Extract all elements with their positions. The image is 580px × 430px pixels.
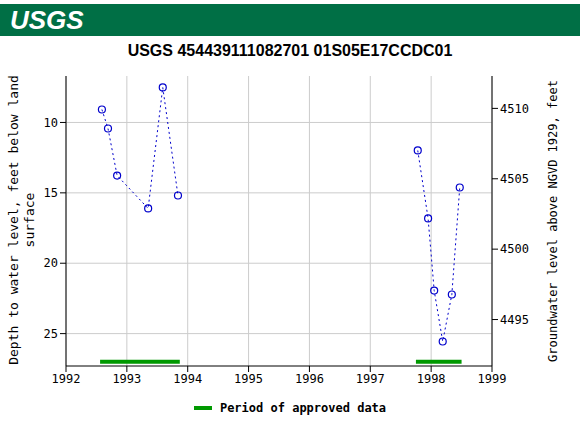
svg-text:4510: 4510 bbox=[500, 102, 529, 116]
svg-text:4500: 4500 bbox=[500, 242, 529, 256]
svg-text:15: 15 bbox=[44, 186, 58, 200]
svg-text:1995: 1995 bbox=[234, 372, 263, 386]
svg-text:10: 10 bbox=[44, 116, 58, 130]
svg-text:1992: 1992 bbox=[52, 372, 81, 386]
html-text:USGS 454439111082701 01S05E17C: USGS 454439111082701 01S05E17CCDC01 bbox=[127, 42, 453, 59]
svg-text:1993: 1993 bbox=[112, 372, 141, 386]
svg-text:1998: 1998 bbox=[417, 372, 446, 386]
svg-text:25: 25 bbox=[44, 327, 58, 341]
svg-text:4495: 4495 bbox=[500, 313, 529, 327]
html-text:USGS: USGS bbox=[10, 5, 84, 35]
svg-text:1997: 1997 bbox=[356, 372, 385, 386]
html-text:Depth to water level, feet bel: Depth to water level, feet below land su… bbox=[6, 75, 37, 365]
html-text:Groundwater level above NGVD 1: Groundwater level above NGVD 1929, feet bbox=[546, 80, 560, 362]
svg-text:1999: 1999 bbox=[478, 372, 507, 386]
svg-text:4505: 4505 bbox=[500, 172, 529, 186]
svg-text:1994: 1994 bbox=[173, 372, 202, 386]
svg-text:20: 20 bbox=[44, 256, 58, 270]
html-text:Period of approved data: Period of approved data bbox=[219, 401, 387, 415]
svg-text:1996: 1996 bbox=[295, 372, 324, 386]
